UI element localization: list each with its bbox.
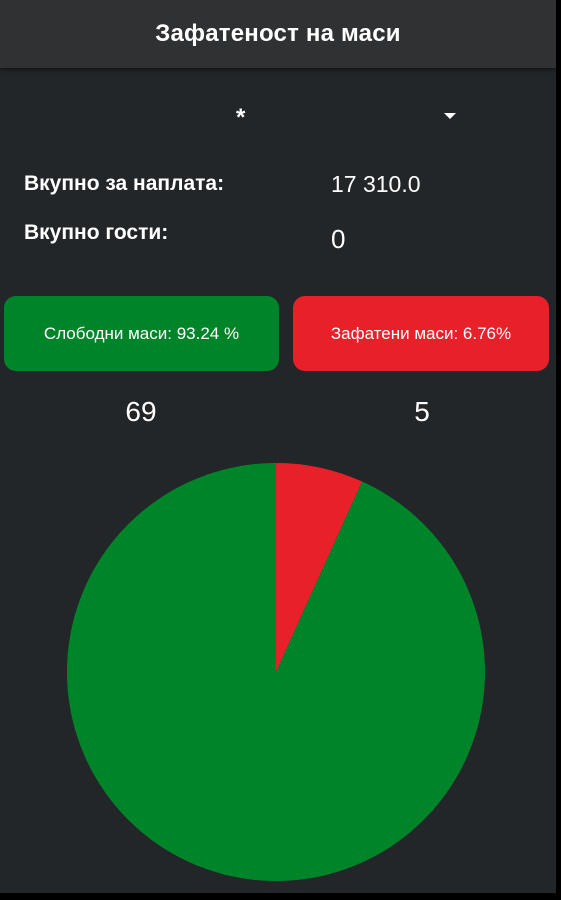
free-tables-button[interactable]: Слободни маси: 93.24 % <box>4 296 279 371</box>
filter-dropdown[interactable]: * <box>220 100 470 134</box>
app-title: Зафатеност на маси <box>155 20 401 47</box>
app-bar: Зафатеност на маси <box>0 0 556 68</box>
pie-slice-1 <box>67 463 486 881</box>
filter-dropdown-value: * <box>236 104 246 131</box>
dropdown-arrow-icon <box>444 113 456 119</box>
busy-tables-button[interactable]: Зафатени маси: 6.76% <box>293 296 549 371</box>
total-payment-label: Вкупно за наплата: <box>24 172 225 195</box>
tables-pie-chart <box>67 463 486 881</box>
total-payment-value: 17 310.0 <box>331 171 421 197</box>
pie-slice-0 <box>276 463 363 672</box>
busy-tables-count: 5 <box>414 396 430 427</box>
total-guests-value: 0 <box>331 224 346 254</box>
free-tables-count: 69 <box>125 396 157 427</box>
total-guests-label: Вкупно гости: <box>24 221 169 244</box>
